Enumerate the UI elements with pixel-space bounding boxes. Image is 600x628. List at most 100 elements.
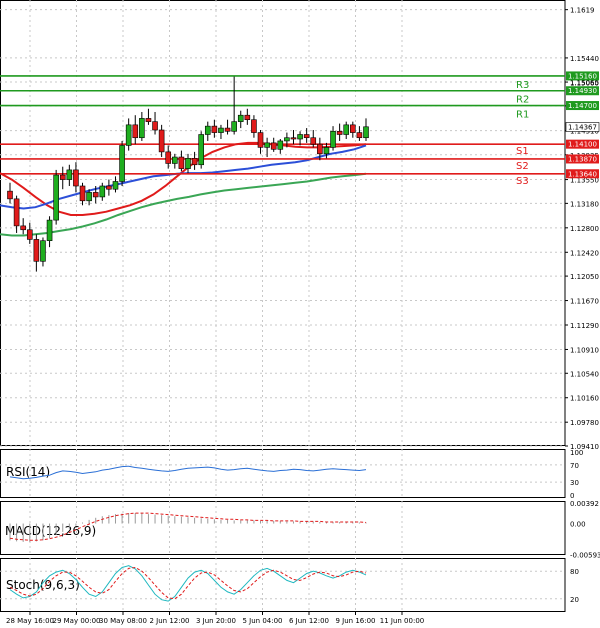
candle-bear (165, 151, 172, 164)
candle-bull (284, 137, 290, 142)
ma-line-red (0, 141, 367, 216)
candle-bear (191, 158, 198, 166)
candle-bear (73, 169, 79, 187)
candle-bear (178, 156, 185, 169)
candle-bear (310, 137, 317, 145)
level-tag-label: 1.14930 (568, 87, 597, 95)
time-tick-label: 28 May 16:00 (6, 617, 54, 625)
candle-bear (20, 225, 26, 231)
candle-bull (40, 240, 46, 262)
time-tick-label: 30 May 08:00 (99, 617, 147, 625)
rsi-tick-label: 30 (570, 479, 579, 487)
panel-frame (0, 558, 566, 612)
level-tag-label: 1.13640 (568, 170, 597, 178)
level-tag-label: 1.14100 (568, 141, 597, 149)
stoch-tick-label: 80 (570, 568, 579, 576)
candle-bear (251, 119, 257, 133)
candle-bear (336, 130, 343, 135)
time-tick-label: 3 Jun 20:00 (196, 617, 236, 625)
candle-bull (185, 158, 191, 169)
candle-bear (106, 185, 112, 190)
candle-bear (33, 239, 40, 262)
panel-frame (0, 0, 566, 446)
price-tick-label: 1.15065 (570, 79, 599, 87)
macd-tick-label: -0.005934 (570, 552, 600, 560)
rsi-tick-label: 100 (570, 449, 583, 457)
candle-bear (257, 132, 264, 148)
candle-bear (59, 174, 66, 180)
rsi-tick-label: 70 (570, 462, 579, 470)
price-tick-label: 1.10910 (570, 346, 599, 354)
stoch-title: Stoch(9,6,3) (6, 578, 80, 592)
candle-bear (317, 143, 323, 155)
candle-bull (139, 118, 145, 139)
support-resistance-levels: R3 R2 R1 S1 S2 S3 (0, 75, 565, 187)
candle-bear (211, 125, 218, 133)
candle-bull (237, 114, 244, 122)
level-tag-bg (566, 101, 599, 111)
candle-bull (66, 169, 73, 180)
level-label-r2: R2 (516, 95, 529, 106)
candle-bear (356, 132, 363, 139)
candle-bear (350, 124, 356, 133)
price-tick-label: 1.11670 (570, 298, 599, 306)
candle-bull (231, 121, 237, 132)
rsi-panel: RSI(14) 100 70 30 0 (0, 449, 583, 500)
candle-bull (330, 130, 336, 148)
candle-bear (13, 198, 20, 227)
candle-bull (46, 219, 53, 241)
stoch-panel: Stoch(9,6,3) 80 20 (0, 565, 579, 604)
candle-bull (125, 124, 132, 146)
panel-frame (0, 501, 566, 555)
candle-bear (290, 137, 297, 140)
rsi-line (9, 465, 367, 480)
candle-bull (204, 125, 211, 135)
candle-bull (363, 126, 369, 139)
candle-bull (264, 142, 270, 148)
level-label-s3: S3 (516, 176, 529, 187)
time-tick-label: 9 Jun 16:00 (335, 617, 375, 625)
candle-bull (53, 174, 59, 221)
level-tag-bg (566, 139, 599, 149)
candle-bull (172, 156, 178, 164)
candle-bull (119, 145, 125, 182)
candle-bear (244, 114, 251, 121)
candle-bear (145, 118, 152, 122)
stoch-tick-label: 20 (570, 596, 579, 604)
price-tick-label: 1.15440 (570, 55, 599, 63)
price-tick-label: 1.12420 (570, 249, 599, 257)
time-tick-label: 5 Jun 04:00 (242, 617, 282, 625)
candle-bear (132, 124, 139, 139)
time-tick-label: 11 Jun 00:00 (380, 617, 424, 625)
candle-bull (112, 181, 119, 190)
candle-bull (86, 192, 92, 202)
candle-bull (277, 140, 284, 150)
candle-bear (26, 229, 33, 240)
pivot-label: 1.15060 (570, 79, 599, 87)
candlestick-series (7, 76, 369, 272)
level-tag-bg (566, 86, 599, 96)
level-label-s2: S2 (516, 161, 529, 172)
price-tick-label: 1.10540 (570, 370, 599, 378)
candle-bull (99, 185, 106, 198)
candle-bear (270, 142, 277, 150)
macd-tick-label: 0.00392 (570, 500, 599, 508)
grid-lines (0, 0, 565, 612)
price-tick-label: 1.1619 (570, 7, 595, 15)
level-label-r3: R3 (516, 80, 529, 91)
candle-bull (323, 147, 330, 155)
ma-line-green (0, 172, 367, 237)
candle-bear (92, 192, 99, 198)
price-tick-label: 1.09780 (570, 419, 599, 427)
candle-bear (158, 129, 165, 153)
time-tick-label: 29 May 00:00 (52, 617, 100, 625)
price-tick-label: 1.12050 (570, 273, 599, 281)
panel-frame (0, 449, 566, 498)
stoch-main-line (9, 565, 367, 602)
level-tag-bg (566, 169, 599, 179)
candle-bear (79, 185, 86, 202)
level-tag-label: 1.13870 (568, 155, 597, 163)
macd-tick-label: 0.00 (570, 521, 586, 529)
level-tag-bg (566, 154, 599, 164)
level-price-tags: 1.15160 1.14930 1.14700 1.14100 1.13870 1.136… (565, 71, 600, 179)
